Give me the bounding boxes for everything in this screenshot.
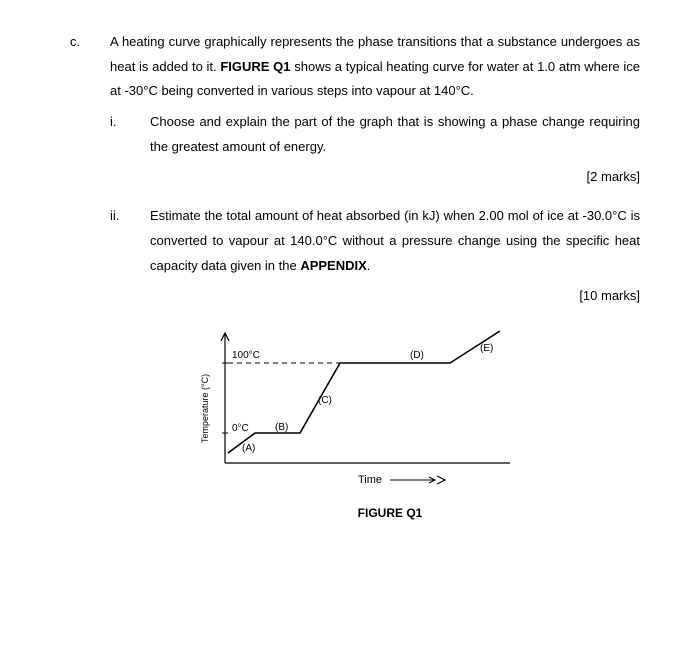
fig-ref: FIGURE Q1	[220, 59, 290, 74]
part-i-row: i. Choose and explain the part of the gr…	[110, 110, 640, 159]
part-ii-row: ii. Estimate the total amount of heat ab…	[110, 204, 640, 278]
ylabel-0: 0°C	[232, 423, 249, 434]
question-c-row: c. A heating curve graphically represent…	[70, 30, 640, 104]
heating-curve-chart: 100°C 0°C (A) (B) (C) (D) (E) Temperatur…	[180, 323, 540, 493]
figure-caption: FIGURE Q1	[140, 502, 640, 525]
page-content: c. A heating curve graphically represent…	[0, 0, 700, 534]
seg-a-label: (A)	[242, 443, 255, 454]
part-i-marks: [2 marks]	[110, 165, 640, 190]
y-axis-title: Temperature (°C)	[200, 374, 210, 443]
figure-q1: 100°C 0°C (A) (B) (C) (D) (E) Temperatur…	[180, 323, 640, 524]
question-letter: c.	[70, 30, 110, 55]
seg-b-label: (B)	[275, 422, 288, 433]
question-intro: A heating curve graphically represents t…	[110, 30, 640, 104]
time-arrow	[390, 477, 435, 483]
x-axis-title: Time	[358, 474, 382, 486]
part-ii-p1: Estimate the total amount of heat absorb…	[150, 208, 640, 272]
part-ii-num: ii.	[110, 204, 150, 229]
heating-curve	[228, 331, 500, 453]
part-ii-p2: .	[367, 258, 371, 273]
ylabel-100: 100°C	[232, 350, 260, 361]
appendix-ref: APPENDIX	[300, 258, 366, 273]
part-ii-marks: [10 marks]	[110, 284, 640, 309]
part-i-text: Choose and explain the part of the graph…	[150, 110, 640, 159]
seg-e-label: (E)	[480, 343, 493, 354]
part-i-num: i.	[110, 110, 150, 135]
seg-d-label: (D)	[410, 350, 424, 361]
axes	[221, 333, 510, 484]
seg-c-label: (C)	[318, 395, 332, 406]
part-ii-text: Estimate the total amount of heat absorb…	[150, 204, 640, 278]
